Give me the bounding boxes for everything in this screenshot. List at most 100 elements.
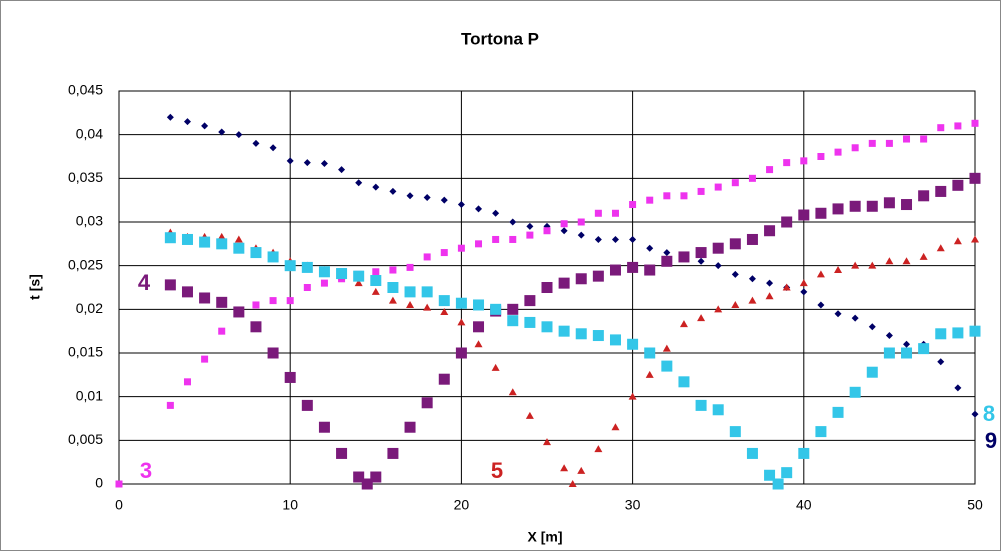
series-label: 3 xyxy=(140,458,152,483)
data-point xyxy=(543,227,551,235)
data-point xyxy=(492,235,500,243)
data-point xyxy=(799,279,808,287)
data-point xyxy=(783,159,791,167)
data-point xyxy=(834,148,842,156)
data-point xyxy=(679,320,688,328)
data-point xyxy=(936,244,945,252)
data-point xyxy=(628,392,637,400)
data-point xyxy=(781,216,793,228)
data-point xyxy=(901,347,913,359)
data-point xyxy=(663,192,671,200)
data-point xyxy=(252,139,260,147)
data-point xyxy=(918,343,930,355)
data-point xyxy=(525,411,534,419)
data-point xyxy=(575,273,587,285)
y-tick-label: 0,005 xyxy=(68,431,103,447)
data-point xyxy=(952,327,964,339)
data-point xyxy=(457,244,465,252)
data-point xyxy=(370,275,382,287)
data-point xyxy=(712,242,724,254)
data-point xyxy=(883,347,895,359)
data-point xyxy=(765,292,774,300)
data-point xyxy=(166,401,174,409)
data-point xyxy=(371,287,380,295)
data-point xyxy=(473,321,485,333)
data-point xyxy=(387,447,399,459)
data-point xyxy=(868,261,877,269)
data-point xyxy=(575,328,587,340)
data-point xyxy=(568,480,577,487)
chart-title: Tortona P xyxy=(461,29,539,48)
data-point xyxy=(318,266,330,278)
data-point xyxy=(798,447,810,459)
data-point xyxy=(644,264,656,276)
data-point xyxy=(201,355,209,363)
data-point xyxy=(473,299,485,311)
data-point xyxy=(320,159,328,167)
data-point xyxy=(320,279,328,287)
data-point xyxy=(609,264,621,276)
data-point xyxy=(541,282,553,293)
data-point xyxy=(361,478,373,490)
data-point xyxy=(903,340,911,348)
data-point xyxy=(269,297,277,305)
data-point xyxy=(919,252,928,260)
data-point xyxy=(457,201,465,209)
data-point xyxy=(902,257,911,265)
data-point xyxy=(455,347,467,359)
x-tick-label: 30 xyxy=(625,497,641,513)
data-point xyxy=(457,318,466,326)
data-point xyxy=(183,378,191,386)
data-point xyxy=(181,286,193,298)
data-point xyxy=(594,209,602,217)
data-point xyxy=(629,201,637,209)
data-point xyxy=(438,295,450,307)
data-point xyxy=(201,122,209,130)
x-tick-label: 50 xyxy=(967,497,983,513)
data-point xyxy=(731,179,739,187)
data-point xyxy=(646,244,654,252)
data-point xyxy=(746,233,758,245)
data-point xyxy=(611,235,619,243)
data-point xyxy=(953,237,962,245)
data-point xyxy=(815,207,827,219)
data-point xyxy=(301,261,313,273)
series-label: 8 xyxy=(983,401,995,426)
data-point xyxy=(971,119,979,127)
data-point xyxy=(509,235,517,243)
data-point xyxy=(354,279,363,287)
data-point xyxy=(697,314,706,322)
data-point xyxy=(714,305,723,313)
data-point xyxy=(678,376,690,388)
data-point xyxy=(800,288,808,296)
data-point xyxy=(164,279,176,291)
data-point xyxy=(166,113,174,121)
data-point xyxy=(816,270,825,278)
data-point xyxy=(336,447,348,459)
data-point xyxy=(421,286,433,298)
data-point xyxy=(834,310,842,318)
y-tick-label: 0,03 xyxy=(76,213,103,229)
series-label: 4 xyxy=(138,270,151,295)
data-point xyxy=(370,471,382,483)
data-point xyxy=(627,338,639,350)
data-point xyxy=(475,240,483,248)
data-point xyxy=(661,360,673,372)
x-tick-label: 40 xyxy=(796,497,812,513)
data-point xyxy=(423,194,431,202)
data-point xyxy=(509,218,517,226)
data-point xyxy=(577,231,585,239)
data-point xyxy=(455,297,467,309)
data-point xyxy=(611,423,620,431)
data-point xyxy=(695,399,707,411)
data-point xyxy=(389,266,397,274)
data-point xyxy=(234,235,243,243)
series-label: 5 xyxy=(491,458,503,483)
data-point xyxy=(440,307,449,315)
y-tick-label: 0 xyxy=(95,475,103,491)
data-point xyxy=(832,406,844,418)
data-point xyxy=(199,236,211,248)
data-point xyxy=(543,438,551,446)
data-point xyxy=(233,306,245,318)
